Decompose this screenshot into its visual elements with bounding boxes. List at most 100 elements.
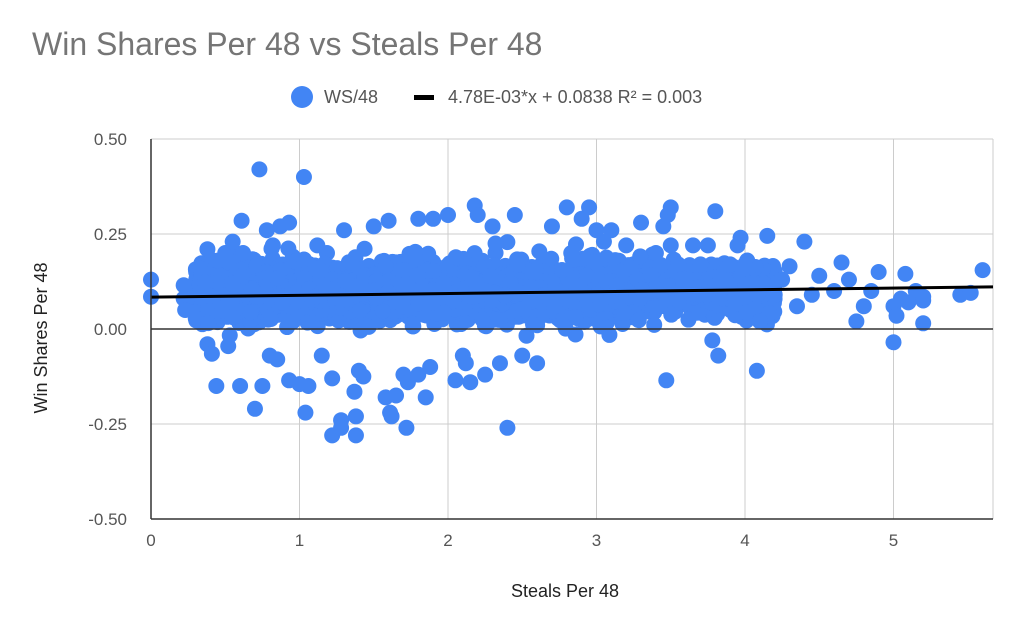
legend-item-ws48[interactable]: WS/48	[291, 84, 378, 110]
data-point	[680, 311, 697, 328]
data-point	[360, 318, 377, 335]
data-point	[803, 286, 820, 303]
axes	[150, 139, 993, 520]
data-point	[468, 275, 485, 292]
x-tick-label: 5	[889, 531, 898, 550]
data-point	[380, 212, 397, 229]
data-point	[324, 370, 341, 387]
data-point	[646, 316, 663, 333]
data-point	[482, 268, 499, 285]
data-point	[900, 294, 917, 311]
data-point	[365, 218, 382, 235]
data-point	[251, 161, 268, 178]
y-tick-label: -0.50	[88, 510, 127, 529]
data-point	[177, 302, 194, 318]
data-point	[595, 233, 612, 250]
data-point	[514, 347, 531, 364]
data-point	[788, 298, 805, 315]
data-point	[246, 400, 263, 417]
data-point	[355, 368, 372, 385]
data-point	[563, 245, 580, 261]
data-point	[425, 210, 442, 227]
data-point	[424, 294, 441, 311]
data-point	[696, 285, 713, 302]
data-point	[309, 237, 326, 254]
data-point	[440, 207, 456, 223]
tick-labels: 0.50 0.25 0.00 -0.25 -0.50 0 1 2 3 4 5	[88, 130, 898, 550]
data-point	[262, 310, 279, 327]
legend-item-trendline[interactable]: 4.78E-03*x + 0.0838 R² = 0.003	[414, 84, 702, 110]
x-tick-label: 3	[592, 531, 601, 550]
data-point	[774, 271, 791, 288]
data-point	[235, 245, 252, 261]
y-tick-label: -0.25	[88, 415, 127, 434]
data-point	[744, 275, 761, 292]
data-point	[499, 234, 516, 251]
data-point	[300, 378, 317, 394]
data-point	[447, 372, 464, 389]
data-point	[863, 283, 880, 299]
data-point	[312, 262, 329, 279]
data-point	[644, 297, 661, 314]
data-point	[380, 284, 397, 301]
data-point	[242, 304, 259, 321]
x-tick-label: 0	[146, 531, 155, 550]
data-point	[263, 240, 280, 257]
data-point	[324, 281, 341, 298]
data-point	[233, 212, 250, 229]
chart-title: Win Shares Per 48 vs Steals Per 48	[32, 26, 543, 62]
data-point	[474, 311, 491, 328]
data-point	[699, 237, 716, 254]
data-point	[197, 274, 214, 291]
y-tick-label: 0.50	[94, 130, 127, 149]
data-point	[573, 210, 590, 227]
data-point	[588, 222, 605, 239]
data-point	[203, 345, 220, 362]
data-point	[642, 267, 659, 284]
data-point	[674, 269, 691, 286]
data-point	[336, 222, 353, 239]
data-point	[662, 199, 679, 216]
data-point	[608, 277, 625, 294]
data-point	[633, 214, 650, 231]
data-point	[199, 241, 216, 258]
data-point	[374, 303, 391, 320]
data-point	[915, 315, 932, 332]
data-point	[578, 267, 595, 284]
data-point	[833, 254, 850, 271]
data-point	[870, 264, 887, 280]
data-point	[727, 295, 744, 312]
data-point	[346, 383, 363, 400]
data-point	[652, 257, 669, 274]
data-point	[425, 262, 442, 279]
data-point	[855, 298, 872, 315]
data-point	[279, 319, 296, 336]
legend-dot-icon	[291, 86, 313, 108]
data-point	[670, 256, 687, 273]
data-points	[143, 161, 991, 444]
data-point	[553, 261, 570, 278]
data-point	[748, 362, 765, 379]
data-point	[662, 237, 679, 254]
data-point	[258, 222, 275, 239]
data-point	[224, 275, 241, 292]
data-point	[469, 207, 486, 223]
data-point	[477, 366, 494, 383]
data-point	[356, 240, 373, 257]
data-point	[567, 308, 584, 325]
data-point	[534, 287, 551, 304]
data-point	[840, 271, 857, 288]
data-point	[692, 256, 709, 273]
data-point	[269, 351, 286, 368]
data-point	[398, 419, 415, 436]
data-point	[732, 229, 749, 246]
y-tick-label: 0.25	[94, 225, 127, 244]
data-point	[710, 347, 727, 364]
data-point	[529, 355, 546, 372]
data-point	[601, 326, 618, 343]
data-point	[915, 292, 932, 309]
x-axis-title: Steals Per 48	[511, 581, 619, 601]
data-point	[269, 270, 286, 287]
data-point	[484, 218, 501, 235]
